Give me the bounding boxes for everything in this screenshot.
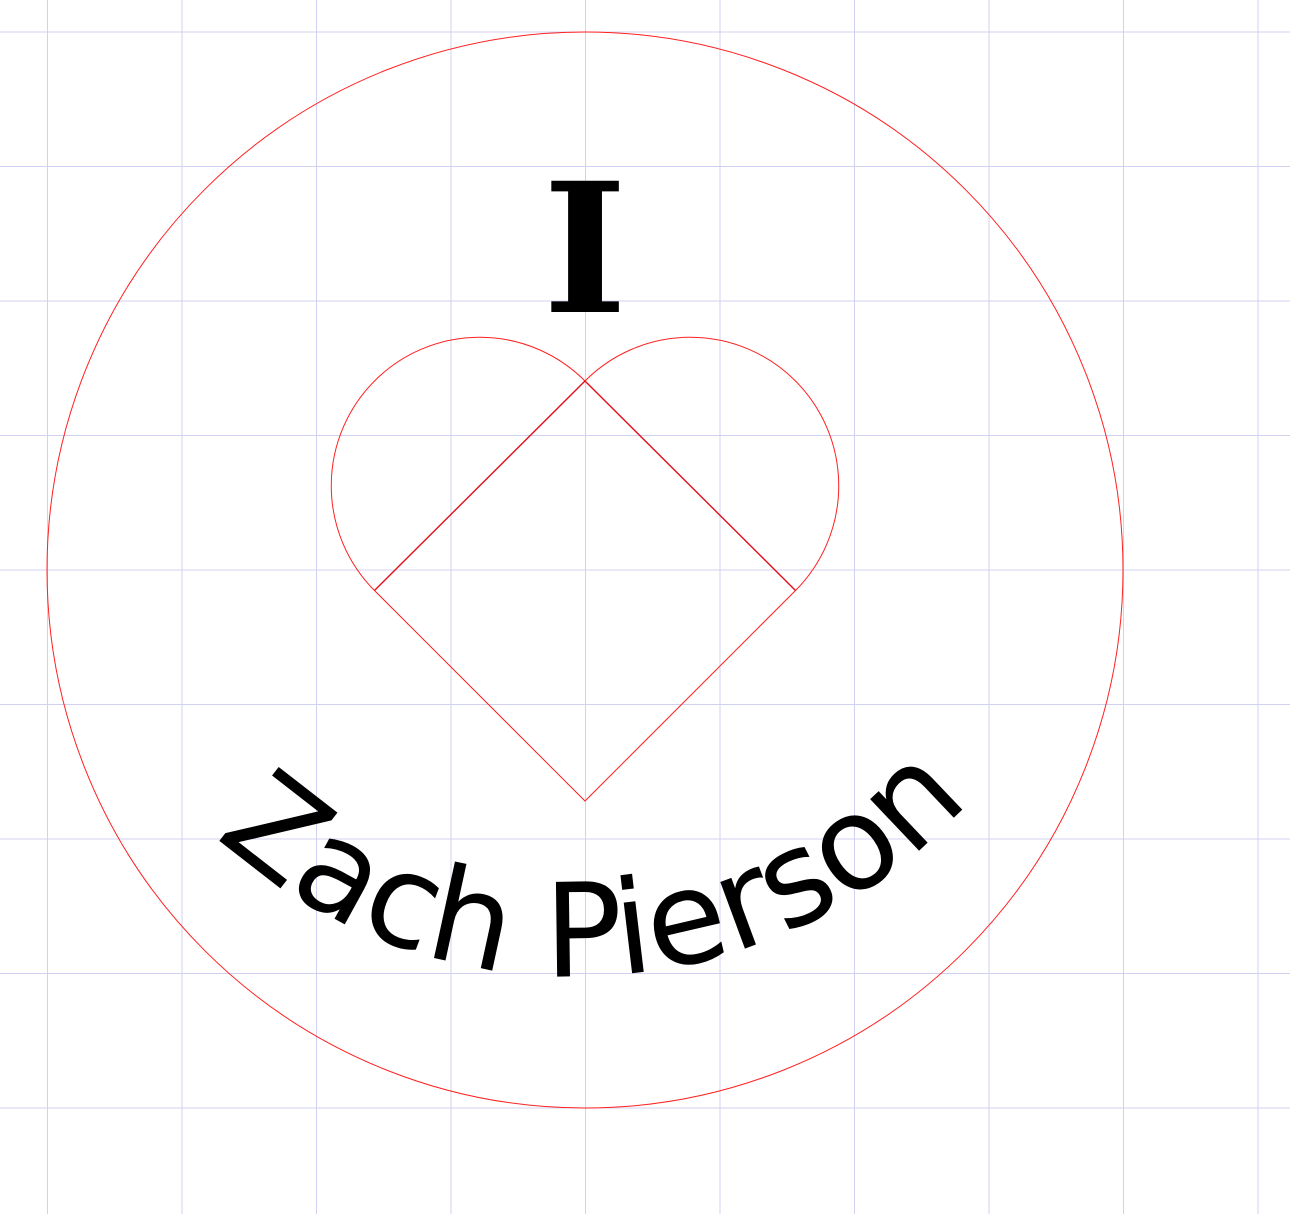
heart-inner-lines[interactable]: [374, 380, 796, 591]
curved-name-text[interactable]: Zach Pierson: [196, 714, 992, 1007]
outer-circle[interactable]: [46, 31, 1124, 1109]
name-text-path: Zach Pierson: [196, 714, 992, 1007]
top-letter[interactable]: I: [543, 144, 627, 355]
heart-outline[interactable]: [330, 336, 840, 802]
